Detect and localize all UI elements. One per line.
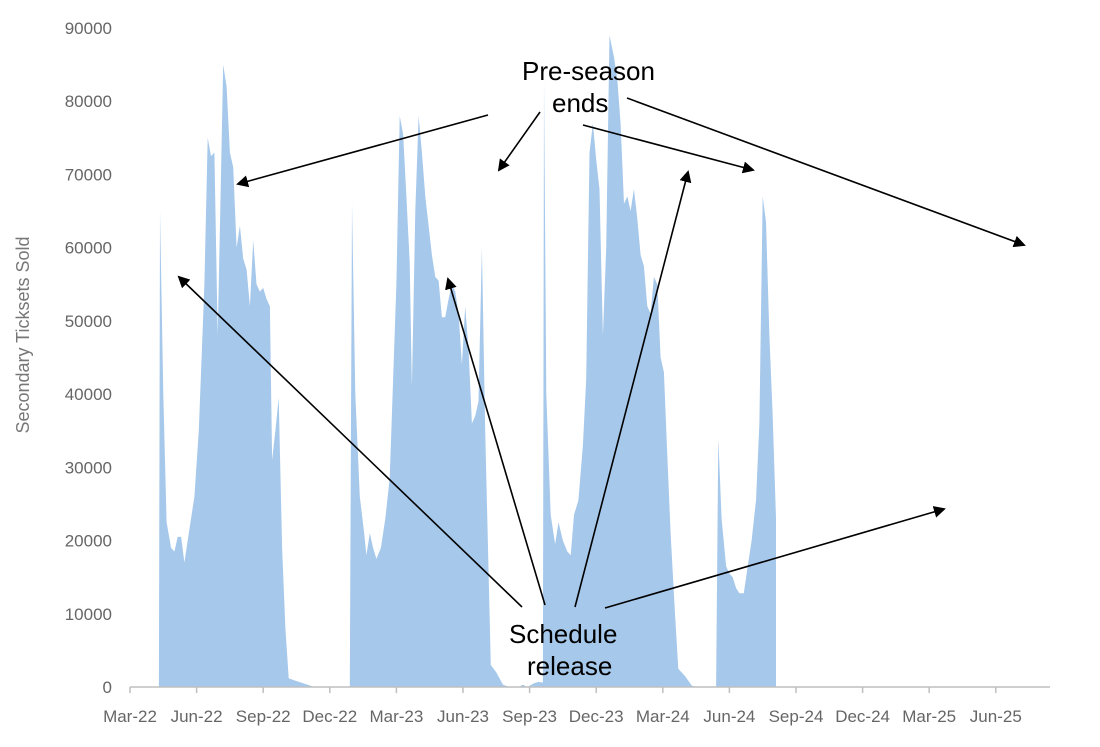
x-tick-label: Dec-23 [569,707,624,726]
y-tick-label: 90000 [65,19,112,38]
annotation-pre-season-line2: ends [552,88,608,118]
y-tick-label: 50000 [65,312,112,331]
pre-season-arrow-4 [626,97,1026,248]
schedule-arrow-2 [445,277,546,606]
annotation-pre-season-line1: Pre-season [522,56,655,86]
y-tick-label: 20000 [65,532,112,551]
schedule-arrow-1 [177,275,523,608]
y-tick-label: 40000 [65,385,112,404]
y-axis-title: Secondary Ticksets Sold [13,236,33,433]
x-tick-label: Mar-23 [369,707,423,726]
pre-season-arrow-3 [582,124,755,174]
schedule-arrow-4 [604,506,946,609]
x-tick-label: Mar-24 [636,707,690,726]
area-series-0 [130,35,776,688]
x-tick-label: Jun-23 [437,707,489,726]
y-tick-label: 70000 [65,165,112,184]
annotation-schedule-line2: release [527,651,612,681]
x-tick-label: Mar-25 [902,707,956,726]
y-tick-label: 10000 [65,605,112,624]
x-tick-label: Jun-22 [171,707,223,726]
x-tick-label: Sep-24 [769,707,824,726]
pre-season-arrow-2 [497,111,541,172]
x-tick-label: Sep-22 [236,707,291,726]
annotation-schedule-line1: Schedule [509,619,617,649]
x-tick-label: Mar-22 [103,707,157,726]
schedule-arrow-3 [574,170,692,608]
x-tick-label: Dec-24 [835,707,890,726]
x-tick-label: Jun-24 [703,707,755,726]
y-tick-label: 60000 [65,239,112,258]
x-tick-label: Sep-23 [502,707,557,726]
pre-season-arrow-1 [236,114,489,188]
x-tick-label: Dec-22 [302,707,357,726]
y-tick-label: 80000 [65,92,112,111]
x-tick-label: Jun-25 [970,707,1022,726]
y-tick-label: 30000 [65,458,112,477]
y-tick-label: 0 [103,678,112,697]
